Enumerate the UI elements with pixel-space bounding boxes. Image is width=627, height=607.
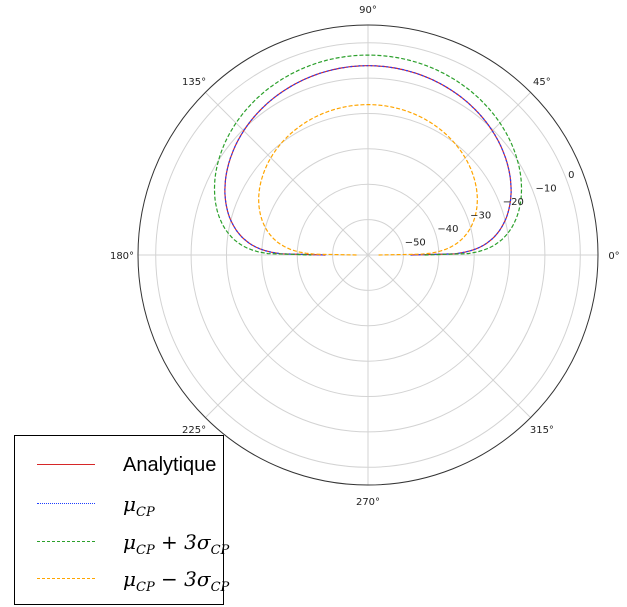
legend-subscript: CP	[210, 543, 230, 558]
legend-item-mu-cp: μCP	[15, 489, 223, 520]
legend-swatch-analytique	[37, 464, 95, 465]
angle-tick-label: 135°	[182, 77, 206, 88]
angle-tick-label: 90°	[359, 5, 377, 16]
angle-tick-label: 45°	[533, 77, 551, 88]
angle-tick-label: 270°	[356, 497, 380, 508]
angle-tick-label: 0°	[608, 251, 619, 262]
legend-item-mu-cp-minus: μCP − 3σCP	[15, 564, 229, 595]
legend-subscript: CP	[136, 505, 155, 520]
legend-item-mu-cp-plus: μCP + 3σCP	[15, 527, 229, 558]
angular-gridline-3	[205, 92, 369, 256]
radial-tick-label: −10	[536, 183, 557, 194]
series-line-2	[213, 54, 523, 256]
radial-tick-label: −30	[470, 210, 491, 221]
legend-text: Analytique	[123, 454, 217, 476]
legend-text: μ	[123, 492, 136, 516]
angular-gridline-7	[367, 254, 531, 418]
tick-labels: 0° 45° 90° 135° 180° 225° 270° 315° −50 −40 −30 −20…	[110, 5, 620, 508]
legend-label-analytique: Analytique	[123, 450, 216, 480]
legend-swatch-mu-cp-minus	[37, 578, 95, 579]
legend-label-mu-cp-plus: μCP + 3σCP	[123, 527, 229, 566]
series-layer	[213, 54, 523, 256]
legend-text: μ	[123, 567, 136, 591]
legend-text: + 3σ	[154, 530, 211, 554]
angle-tick-label: 225°	[182, 425, 206, 436]
legend-subscript: CP	[136, 580, 155, 595]
angular-gridline-5	[205, 254, 369, 418]
polar-frame	[137, 24, 599, 486]
radial-tick-label: −40	[437, 224, 458, 235]
legend-subscript: CP	[210, 580, 230, 595]
legend-swatch-mu-cp	[37, 503, 95, 504]
angle-tick-label: 180°	[110, 251, 134, 262]
legend-label-mu-cp: μCP	[123, 489, 155, 528]
radial-tick-label: 0	[568, 170, 574, 181]
series-line-1	[224, 65, 512, 256]
legend-swatch-mu-cp-plus	[37, 541, 95, 542]
legend-subscript: CP	[136, 543, 155, 558]
polar-grid	[137, 24, 599, 486]
radial-tick-label: −50	[405, 238, 426, 249]
legend-item-analytique: Analytique	[15, 450, 223, 480]
radial-tick-label: −20	[503, 197, 524, 208]
legend-label-mu-cp-minus: μCP − 3σCP	[123, 564, 229, 603]
angle-tick-label: 315°	[530, 425, 554, 436]
legend-text: − 3σ	[154, 567, 211, 591]
legend: Analytique μCP μCP + 3σCP μCP − 3σCP	[14, 435, 229, 605]
legend-text: μ	[123, 530, 136, 554]
series-line-3	[258, 104, 478, 256]
angular-gridline-1	[367, 92, 531, 256]
